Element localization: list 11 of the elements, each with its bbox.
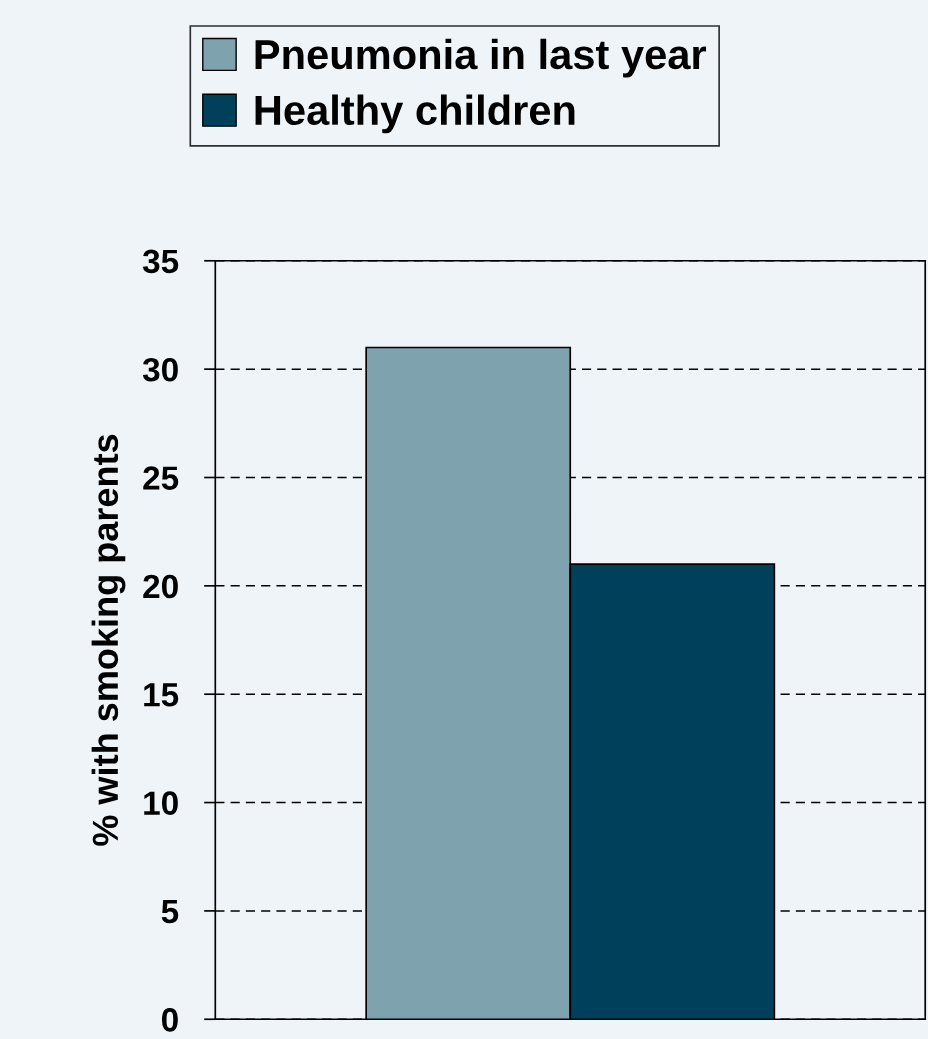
y-tick-label: 0 bbox=[161, 1008, 178, 1032]
legend-label: Pneumonia in last year bbox=[255, 38, 707, 78]
y-tick-label: 20 bbox=[143, 574, 178, 599]
y-tick-label: 10 bbox=[144, 791, 178, 815]
y-tick-label: 25 bbox=[143, 466, 179, 490]
y-axis-title: % with smoking parents bbox=[91, 434, 126, 846]
y-tick-label: 5 bbox=[161, 900, 179, 924]
y-tick-label: 35 bbox=[142, 249, 179, 274]
y-tick-label: 30 bbox=[142, 357, 178, 382]
legend-label: Healthy children bbox=[255, 94, 575, 134]
y-tick-label: 15 bbox=[144, 683, 179, 707]
